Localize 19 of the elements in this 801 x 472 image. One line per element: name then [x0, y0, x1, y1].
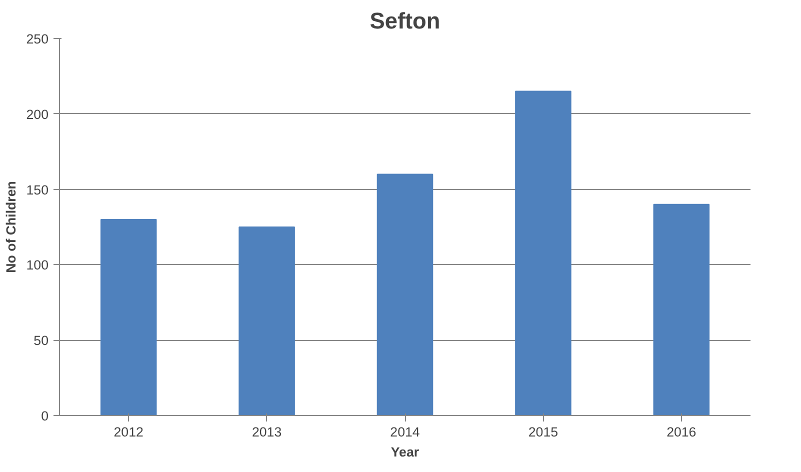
x-tick-label: 2016 [666, 424, 696, 440]
bar [653, 204, 710, 416]
bar [100, 218, 157, 416]
y-tick-label: 0 [41, 408, 49, 424]
x-tick-label: 2014 [390, 424, 420, 440]
bar [238, 226, 295, 416]
bar [376, 174, 434, 416]
x-tick-label: 2012 [114, 424, 144, 440]
x-axis-title: Year [390, 444, 420, 460]
y-tick-label: 200 [26, 106, 49, 122]
chart-title: Sefton [370, 8, 440, 34]
y-tick-label: 100 [26, 258, 49, 273]
y-tick-label: 150 [26, 182, 49, 198]
x-tick-label: 2015 [528, 424, 558, 440]
y-tick-label: 250 [26, 32, 49, 46]
y-tick-label: 50 [34, 333, 49, 348]
bar [515, 90, 572, 416]
y-axis-title: No of Children [3, 181, 18, 273]
x-tick-label: 2013 [252, 424, 282, 440]
